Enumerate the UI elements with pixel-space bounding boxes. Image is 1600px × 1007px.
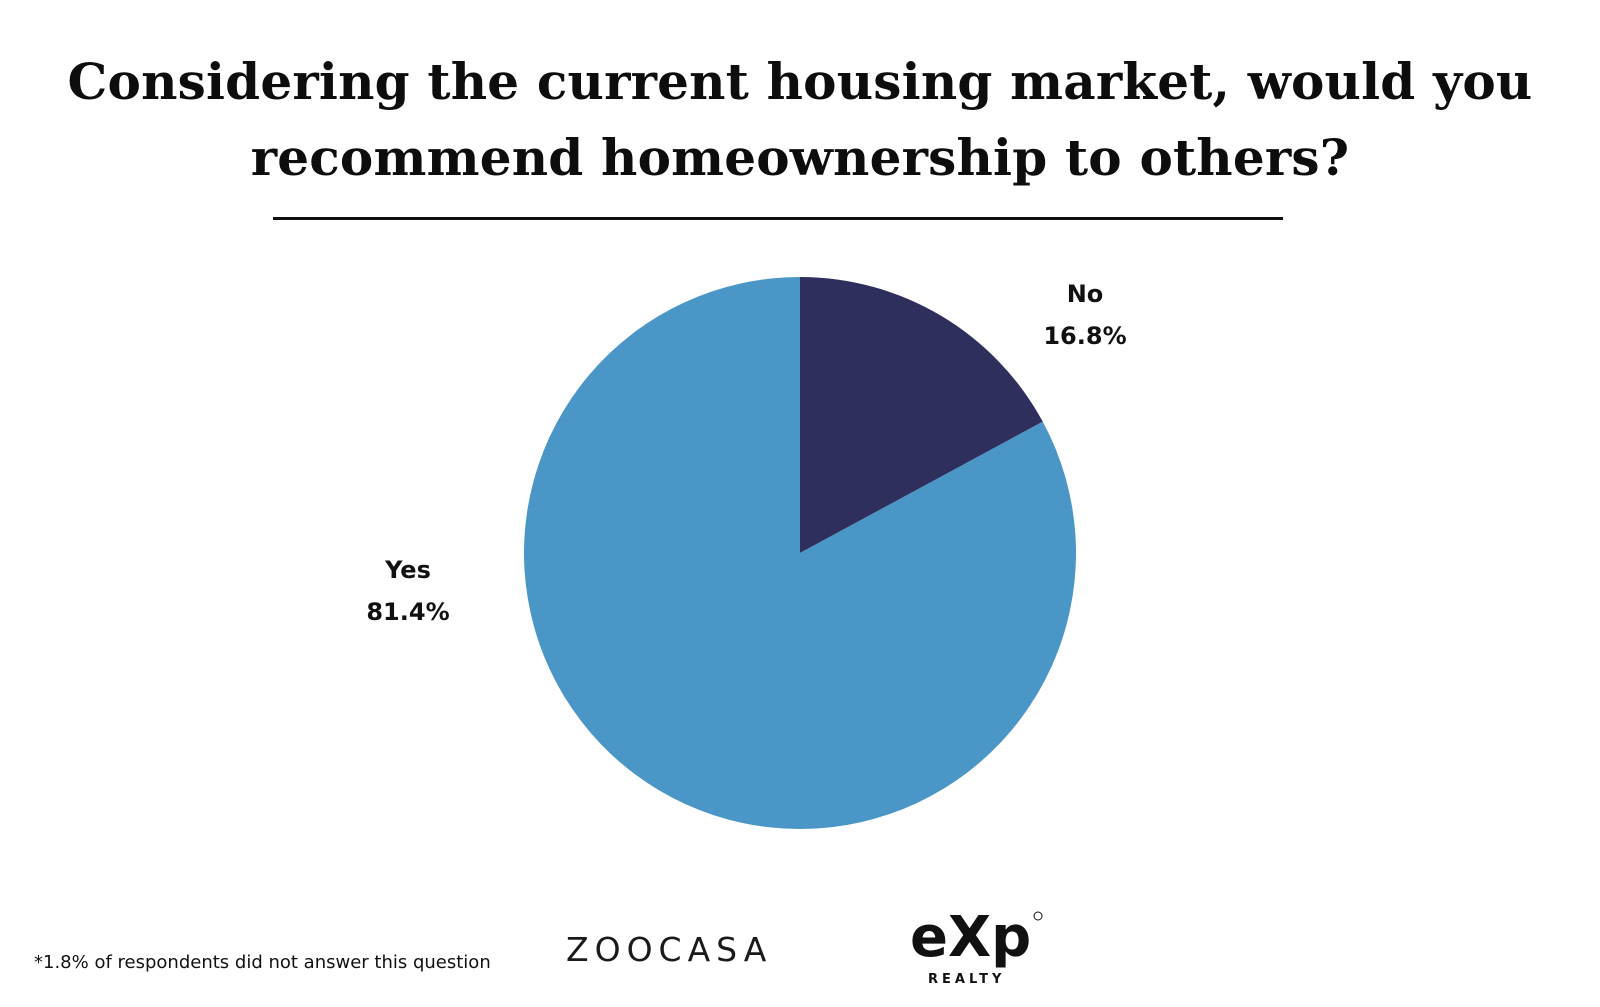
footnote: *1.8% of respondents did not answer this… xyxy=(34,952,491,973)
slice-label-no-category: No xyxy=(1067,280,1104,308)
chart-title-line-2: recommend homeownership to others? xyxy=(250,128,1350,187)
slice-label-yes-value: 81.4% xyxy=(366,598,449,626)
slice-label-no-value: 16.8% xyxy=(1043,322,1126,350)
pie-slice-yes xyxy=(524,277,1076,830)
slice-label-yes-category: Yes xyxy=(384,556,431,584)
chart-title: Considering the current housing market, … xyxy=(0,44,1600,196)
exp-realty-logo: eXp REALTY xyxy=(910,908,1043,987)
exp-logo-text: eXp xyxy=(910,908,1031,970)
exp-logo-subtext: REALTY xyxy=(928,972,1005,987)
zoocasa-logo: ZOOCASA xyxy=(566,930,773,969)
pie-slice-no xyxy=(800,277,1043,553)
registered-mark-icon xyxy=(1033,911,1043,921)
title-divider xyxy=(273,217,1283,220)
chart-title-line-1: Considering the current housing market, … xyxy=(67,52,1533,111)
